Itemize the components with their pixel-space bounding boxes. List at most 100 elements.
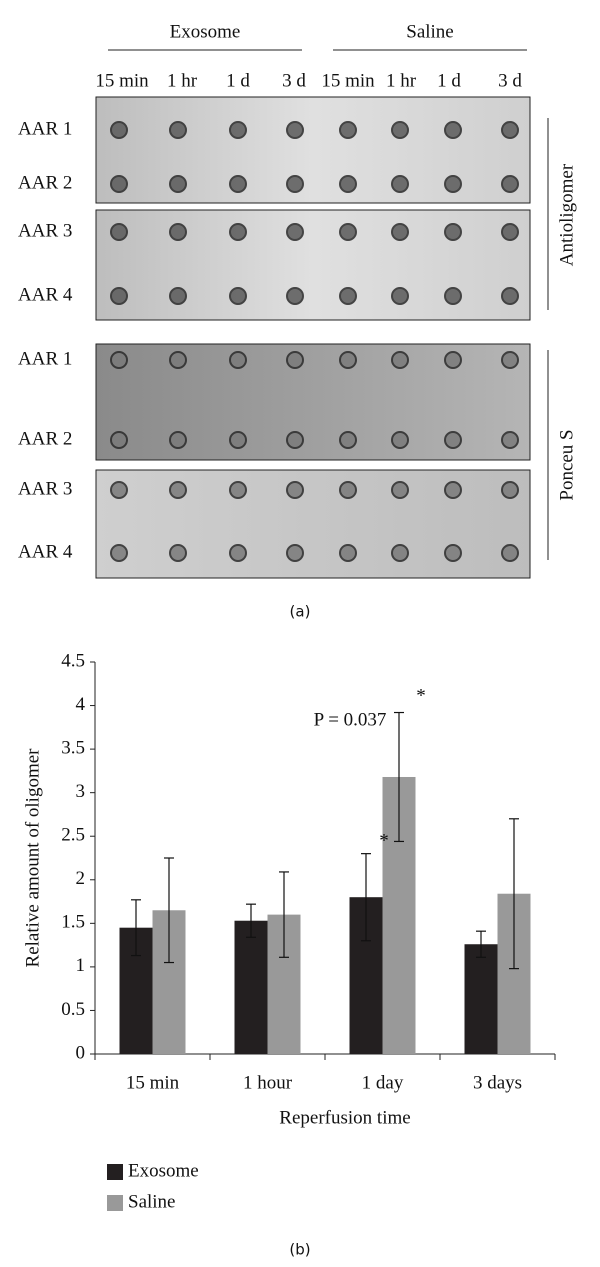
legend-swatch (107, 1164, 123, 1180)
blot-dot (229, 287, 247, 305)
blot-dot (286, 175, 304, 193)
blot-dot (339, 287, 357, 305)
row-label: AAR 3 (18, 220, 72, 241)
blot-dot (229, 351, 247, 369)
row-label: AAR 1 (18, 348, 72, 369)
blot-dot (444, 544, 462, 562)
blot-dot (501, 544, 519, 562)
row-label: AAR 1 (18, 118, 72, 139)
time-label: 1 d (437, 70, 461, 91)
time-label: 3 d (282, 70, 306, 91)
time-label: 1 hr (386, 70, 417, 91)
blot-dot (110, 431, 128, 449)
blot-dot (339, 175, 357, 193)
blot-dot (391, 121, 409, 139)
blot-dot (501, 121, 519, 139)
blot-dot (444, 175, 462, 193)
error-bar (246, 903, 256, 938)
error-bar (164, 857, 174, 964)
blot-dot (339, 544, 357, 562)
y-tick-label: 4 (76, 694, 86, 715)
blot-dot (444, 121, 462, 139)
blot-dot (501, 175, 519, 193)
blot-dot (169, 351, 187, 369)
blot-dot (501, 431, 519, 449)
blot-dot (501, 223, 519, 241)
panel-side-label: Ponceu S (556, 429, 577, 500)
legend-swatch (107, 1195, 123, 1211)
y-tick-label: 3 (76, 781, 86, 802)
blot-dot (110, 351, 128, 369)
blot-dot (110, 223, 128, 241)
blot-dot (391, 223, 409, 241)
blot-dot (169, 175, 187, 193)
blot-dot (339, 223, 357, 241)
y-tick-label: 2 (76, 868, 86, 889)
y-tick-label: 1 (76, 955, 86, 976)
y-axis-label: Relative amount of oligomer (22, 748, 43, 968)
blot-dot (286, 223, 304, 241)
blot-dot (286, 121, 304, 139)
bar (234, 920, 268, 1054)
blot-dot (110, 481, 128, 499)
blot-dot (391, 481, 409, 499)
blot-dot (286, 287, 304, 305)
time-label: 1 d (226, 70, 250, 91)
blot-box (95, 96, 531, 204)
blot-box (95, 209, 531, 321)
error-bar (131, 899, 141, 957)
blot-dot (444, 481, 462, 499)
blot-dot (110, 121, 128, 139)
annotation: * (379, 830, 389, 851)
blot-dot (286, 431, 304, 449)
blot-dot (444, 351, 462, 369)
blot-dot (110, 287, 128, 305)
y-tick-label: 1.5 (61, 912, 85, 933)
blot-dot (339, 481, 357, 499)
blot-dot (110, 544, 128, 562)
panel-label: (b) (289, 1241, 310, 1259)
x-tick-label: 1 day (362, 1072, 404, 1093)
y-tick-label: 0 (76, 1042, 86, 1063)
blot-dot (339, 121, 357, 139)
panel-label: (a) (290, 603, 311, 621)
time-label: 15 min (95, 70, 149, 91)
blot-dot (391, 544, 409, 562)
error-bar (394, 711, 404, 843)
bar (464, 944, 498, 1054)
group-label: Saline (406, 21, 454, 42)
x-tick-label: 1 hour (243, 1072, 293, 1093)
x-tick-label: 15 min (126, 1072, 180, 1093)
error-bar (279, 871, 289, 958)
y-tick-label: 4.5 (61, 650, 85, 671)
blot-dot (501, 351, 519, 369)
blot-dot (339, 431, 357, 449)
x-tick-label: 3 days (473, 1072, 522, 1093)
annotation: * (416, 685, 426, 706)
blot-dot (169, 544, 187, 562)
blot-dot (286, 481, 304, 499)
blot-dot (286, 351, 304, 369)
error-bar (361, 853, 371, 942)
blot-dot (501, 287, 519, 305)
blot-dot (169, 287, 187, 305)
y-tick-label: 2.5 (61, 825, 85, 846)
blot-dot (229, 121, 247, 139)
blot-dot (169, 223, 187, 241)
time-label: 1 hr (167, 70, 198, 91)
blot-dot (339, 351, 357, 369)
blot-dot (391, 351, 409, 369)
time-label: 15 min (321, 70, 375, 91)
row-label: AAR 2 (18, 428, 72, 449)
blot-box (95, 469, 531, 579)
blot-dot (229, 544, 247, 562)
blot-dot (229, 223, 247, 241)
row-label: AAR 4 (18, 541, 73, 562)
error-bar (476, 930, 486, 958)
blot-dot (391, 175, 409, 193)
blot-dot (229, 175, 247, 193)
blot-box (95, 343, 531, 461)
legend-label: Saline (128, 1191, 176, 1212)
blot-dot (444, 431, 462, 449)
row-label: AAR 2 (18, 172, 72, 193)
